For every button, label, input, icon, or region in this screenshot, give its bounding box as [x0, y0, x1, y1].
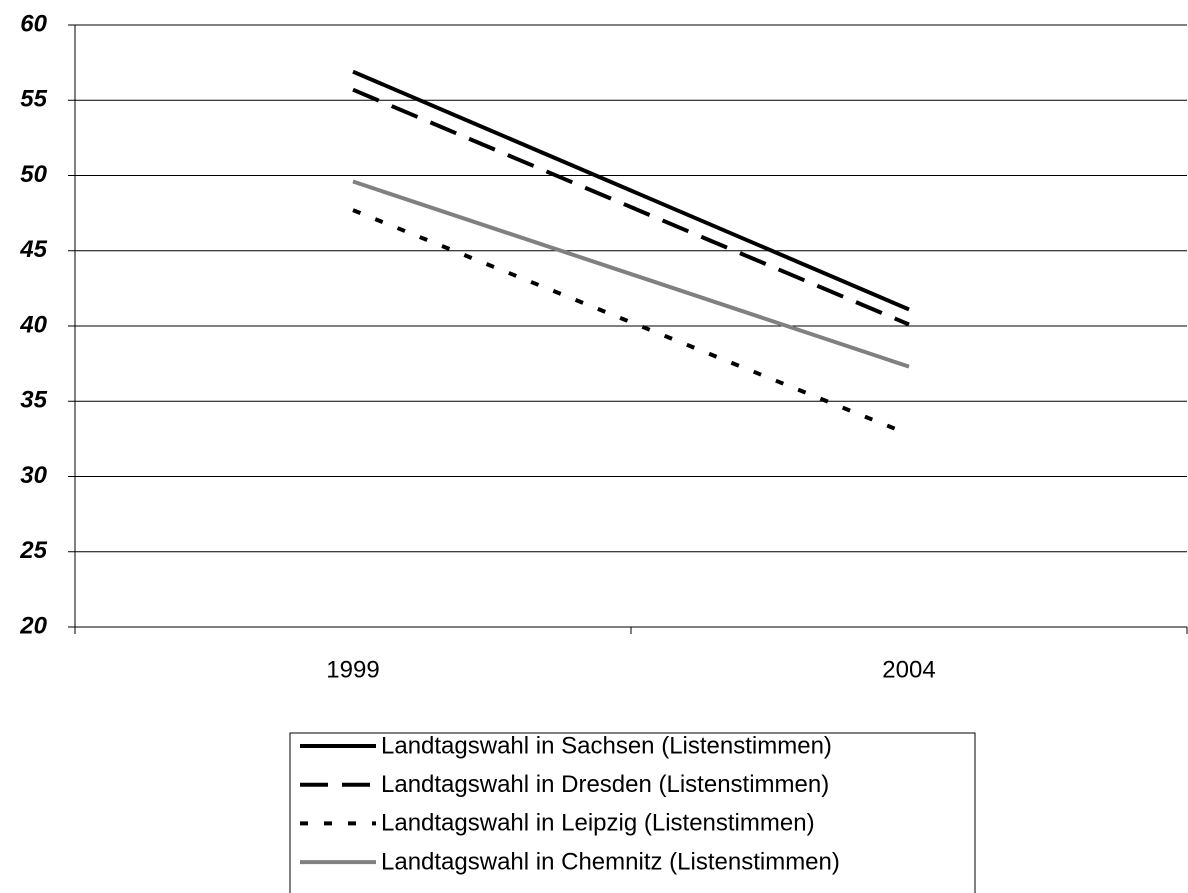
series-line	[352, 208, 910, 437]
y-tick-label: 20	[19, 612, 47, 639]
y-tick-label: 55	[20, 86, 47, 113]
y-tick-label: 35	[20, 387, 47, 414]
y-tick-label: 25	[19, 537, 47, 564]
series-line	[352, 87, 910, 327]
y-tick-label: 60	[20, 10, 47, 37]
legend-label: Landtagswahl in Sachsen (Listenstimmen)	[381, 732, 832, 759]
legend-label: Landtagswahl in Dresden (Listenstimmen)	[381, 771, 829, 798]
legend-box	[289, 732, 976, 893]
y-tick-label: 45	[19, 236, 47, 263]
series-line	[352, 69, 910, 312]
x-tick-label: 1999	[326, 656, 379, 683]
x-tick-label: 2004	[882, 656, 935, 683]
y-tick-label: 50	[20, 161, 47, 188]
legend-label: Landtagswahl in Chemnitz (Listenstimmen)	[381, 848, 840, 875]
y-tick-label: 30	[20, 462, 47, 489]
legend-label: Landtagswahl in Leipzig (Listenstimmen)	[381, 810, 815, 837]
series-line	[352, 179, 910, 369]
y-tick-label: 40	[19, 311, 47, 338]
